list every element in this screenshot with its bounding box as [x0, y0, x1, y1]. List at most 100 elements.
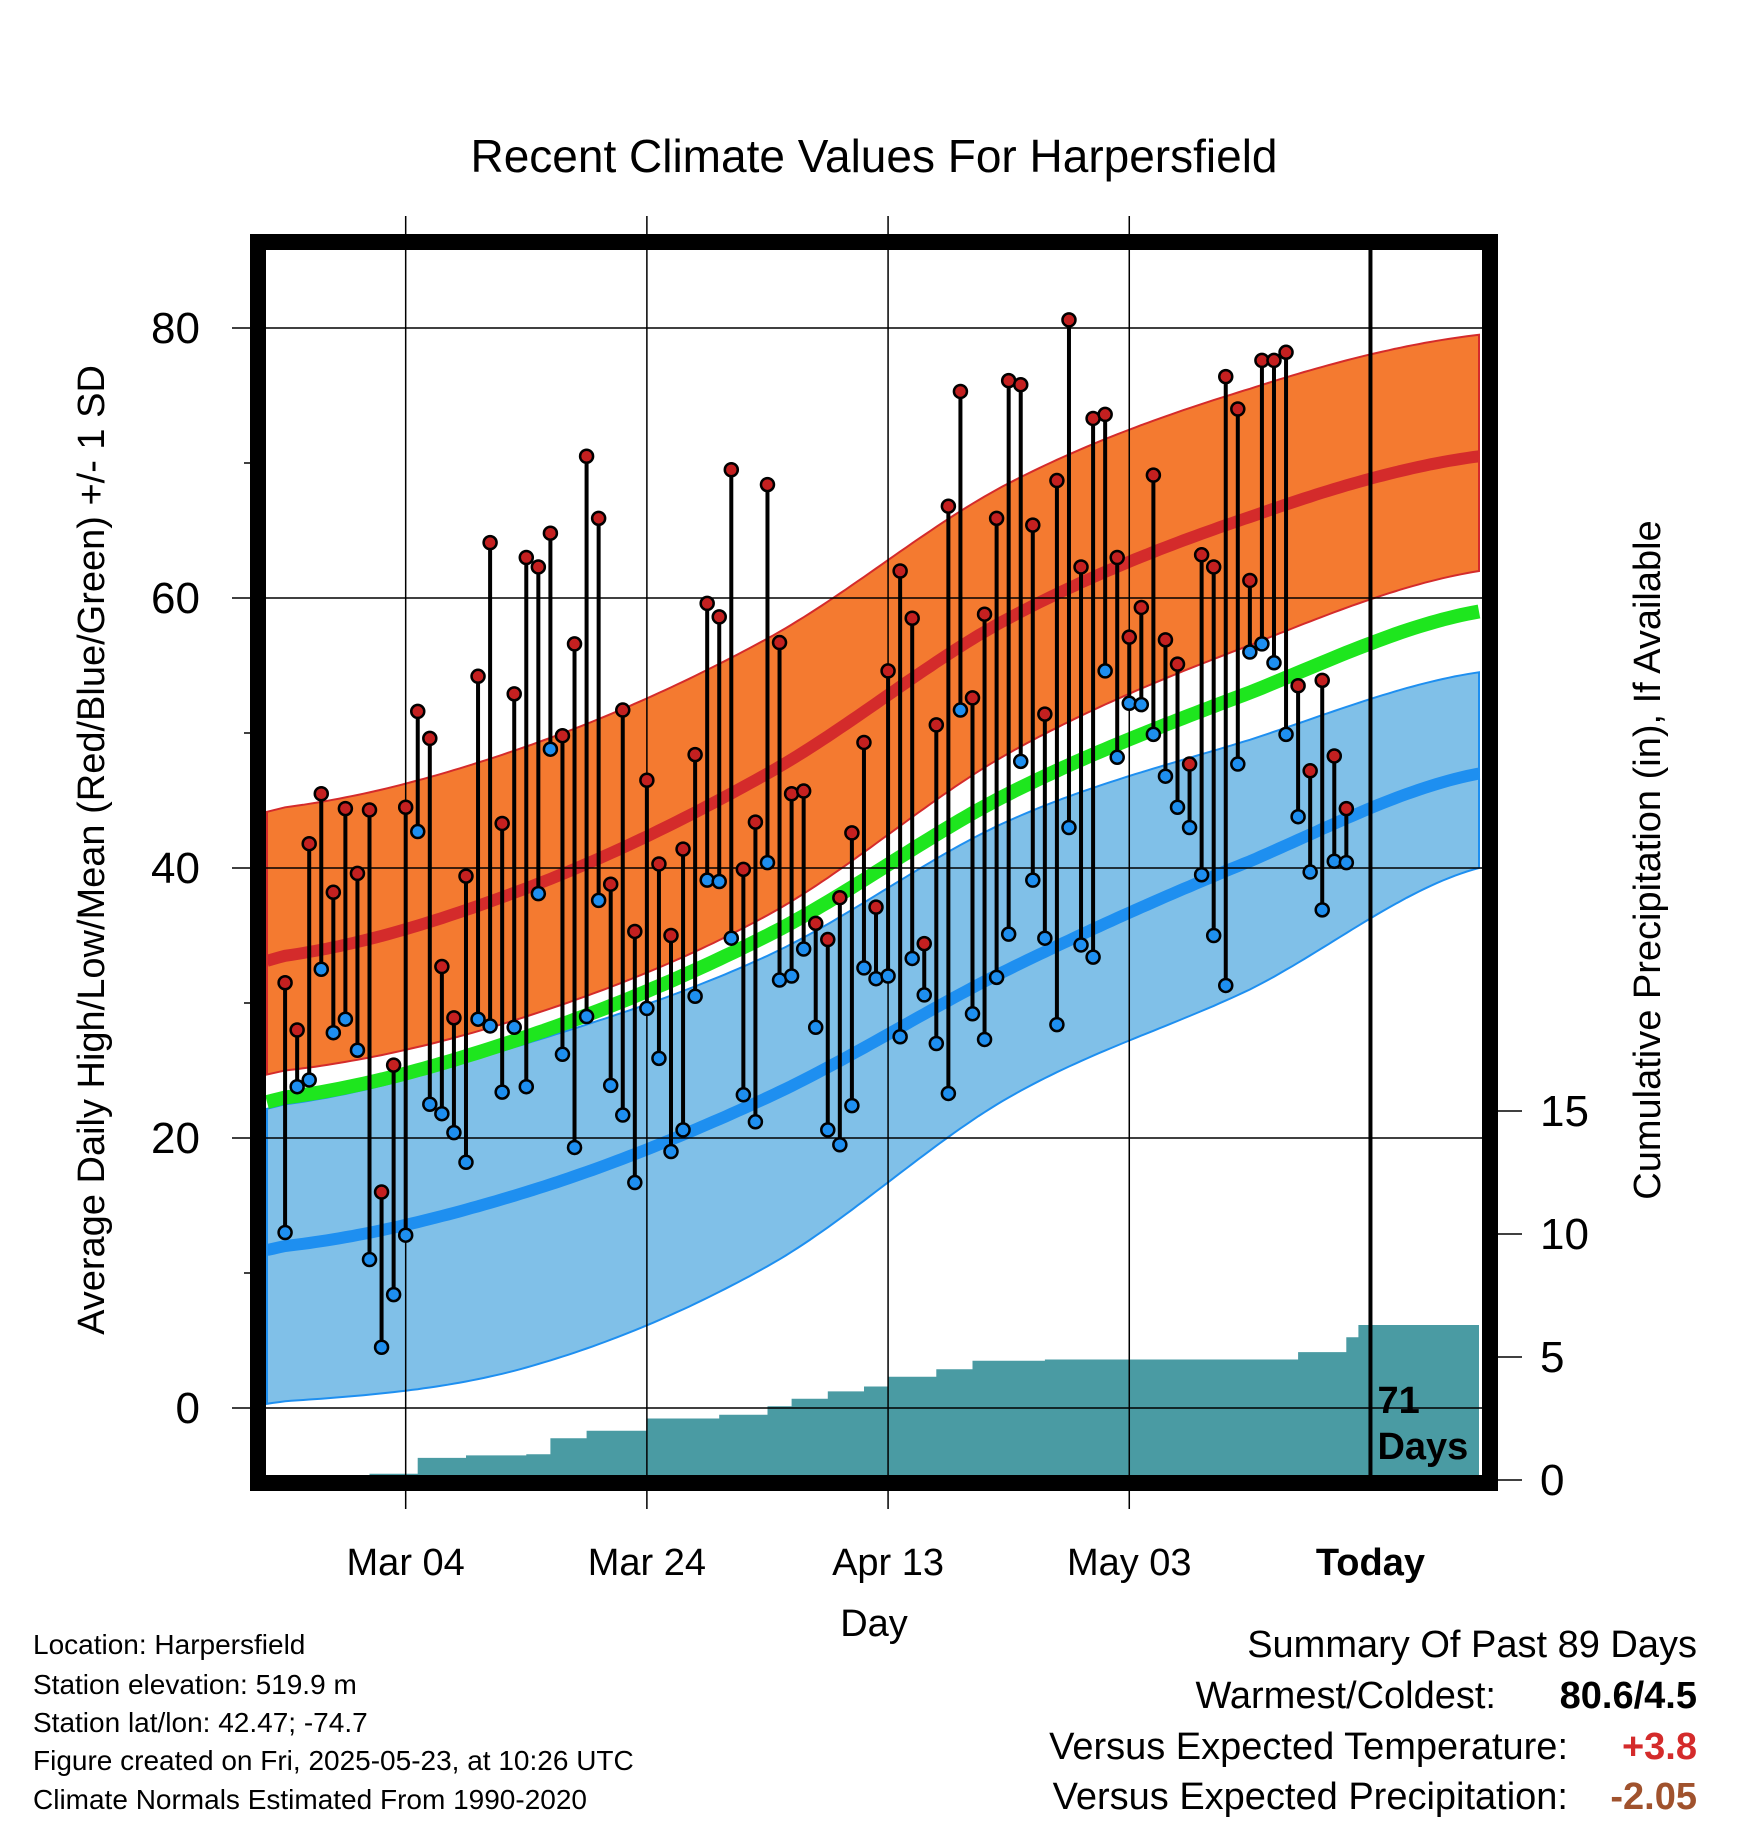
daily-low-point [409, 823, 426, 840]
x-tick-label: Mar 24 [588, 1542, 706, 1584]
daily-high-point [1145, 467, 1162, 483]
daily-low-point [940, 1085, 957, 1102]
y-tick-label: 20 [151, 1114, 200, 1163]
daily-high-point [735, 861, 752, 878]
daily-low-point [422, 1096, 438, 1112]
daily-high-point [313, 786, 330, 802]
daily-high-point [1266, 352, 1282, 369]
daily-low-point [446, 1124, 462, 1141]
daily-low-point [482, 1018, 498, 1034]
daily-low-point [506, 1019, 522, 1036]
mean-normal-line [266, 604, 1481, 1109]
daily-high-point [832, 889, 848, 906]
daily-high-point [639, 772, 655, 788]
daily-low-point [964, 1006, 981, 1022]
daily-low-point [832, 1137, 848, 1153]
daily-high-point [1073, 559, 1089, 575]
precip-label: Versus Expected Precipitation: [1052, 1776, 1568, 1818]
y-tick-label: 80 [151, 304, 200, 353]
daily-low-point [277, 1224, 293, 1241]
daily-low-point [916, 987, 933, 1003]
daily-low-point [904, 950, 920, 967]
daily-high-point [759, 476, 776, 493]
y-tick-label: 60 [151, 574, 200, 623]
daily-low-point [578, 1008, 595, 1025]
daily-low-point [518, 1078, 535, 1095]
daily-low-point [301, 1072, 317, 1088]
daily-low-point [434, 1105, 450, 1122]
summary-heading: Summary Of Past 89 Days [1247, 1624, 1697, 1666]
daily-low-point [289, 1078, 305, 1095]
y-tick-label: 0 [176, 1384, 200, 1433]
daily-low-point [385, 1286, 402, 1303]
temp-value: +3.8 [1621, 1726, 1697, 1768]
daily-high-point [687, 746, 703, 763]
daily-high-point [566, 636, 583, 652]
daily-high-point [301, 835, 317, 852]
daily-high-point [856, 734, 872, 751]
daily-low-point [1157, 768, 1174, 784]
daily-low-point [1302, 864, 1318, 880]
daily-high-point [615, 702, 631, 718]
daily-high-point [361, 802, 378, 818]
daily-high-point [446, 1010, 462, 1026]
y2-tick-label: 15 [1540, 1087, 1589, 1136]
daily-high-point [530, 559, 547, 575]
y-axis-title: Average Daily High/Low/Mean (Red/Blue/Gr… [71, 365, 113, 1335]
daily-low-point [1145, 726, 1162, 743]
daily-high-point [940, 498, 957, 514]
daily-low-point [952, 702, 969, 718]
daily-low-point [1061, 819, 1077, 836]
daily-high-point [578, 448, 595, 464]
daily-high-point [663, 927, 679, 944]
daily-high-point [1290, 678, 1306, 694]
daily-high-point [1230, 401, 1246, 417]
daily-low-point [1073, 937, 1089, 953]
daily-high-point [554, 727, 571, 744]
daily-high-point [1242, 572, 1258, 589]
daily-high-point [409, 703, 426, 720]
daily-high-point [373, 1184, 390, 1200]
daily-low-point [783, 968, 800, 984]
daily-low-point [397, 1227, 414, 1243]
warm-cold-value: 80.6/4.5 [1559, 1675, 1697, 1717]
x-tick-label: Apr 13 [832, 1542, 944, 1584]
y2-tick-label: 10 [1540, 1210, 1589, 1259]
daily-high-point [518, 549, 535, 566]
daily-low-point [1205, 927, 1222, 944]
daily-low-point [880, 968, 896, 984]
x-tick-label: Today [1316, 1542, 1425, 1584]
daily-high-point [916, 935, 933, 952]
daily-high-point [771, 634, 788, 651]
daily-high-point [542, 525, 559, 541]
location-text: Location: Harpersfield [33, 1629, 306, 1660]
daily-low-point [602, 1077, 619, 1094]
daily-low-point [1278, 726, 1294, 743]
daily-high-point [844, 825, 860, 841]
daily-low-point [373, 1339, 390, 1355]
daily-high-point [1012, 376, 1029, 393]
daily-high-point [675, 841, 691, 857]
daily-high-point [627, 923, 643, 940]
daily-high-point [1278, 344, 1294, 361]
daily-low-point [1000, 926, 1017, 942]
daily-high-point [807, 915, 824, 932]
daily-low-point [337, 1011, 354, 1027]
daily-high-point [422, 730, 438, 747]
daily-high-point [1205, 559, 1222, 575]
daily-low-point [349, 1042, 366, 1058]
today-days-label: 71 [1377, 1380, 1419, 1422]
daily-low-point [1193, 867, 1210, 883]
daily-high-point [892, 563, 908, 579]
x-tick-label: Mar 04 [347, 1542, 465, 1584]
daily-high-point [699, 595, 715, 612]
daily-high-point [928, 717, 945, 733]
daily-low-point [1314, 902, 1330, 918]
daily-low-point [566, 1139, 583, 1156]
low-normal-line [266, 767, 1481, 1256]
daily-high-point [470, 668, 486, 685]
daily-low-point [325, 1024, 342, 1041]
daily-low-point [470, 1011, 486, 1027]
daily-low-point [1097, 663, 1113, 679]
daily-low-point [723, 930, 740, 946]
